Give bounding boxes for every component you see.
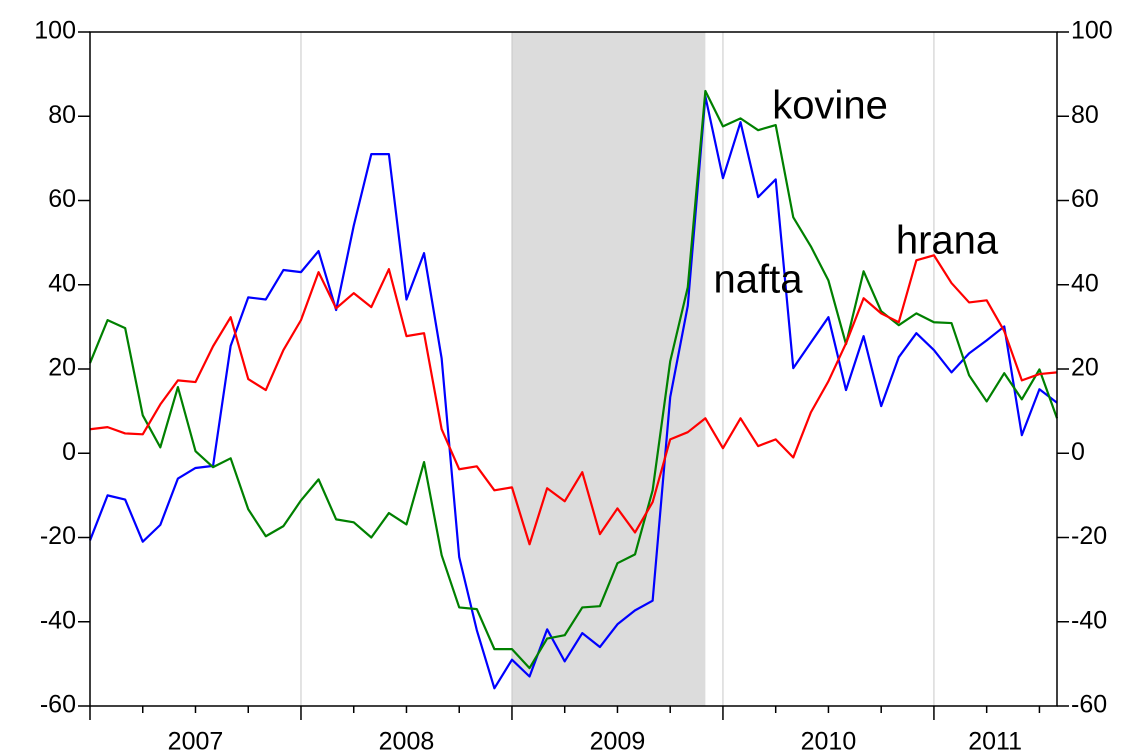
y2-tick-label: -60 xyxy=(1071,691,1107,719)
y-tick-label: -60 xyxy=(40,691,76,719)
line-series xyxy=(88,95,1058,690)
y-tick-label: 20 xyxy=(48,354,76,382)
y-tick-label: 100 xyxy=(34,17,76,45)
y2-tick-label: 60 xyxy=(1071,185,1099,213)
plot-frame xyxy=(89,31,1058,707)
y-tick-label: 60 xyxy=(48,185,76,213)
y-tick-label: 40 xyxy=(48,269,76,297)
line-series xyxy=(88,89,1059,670)
x-tick-label: 2010 xyxy=(801,728,857,755)
shade xyxy=(511,32,706,706)
y-tick-label: -40 xyxy=(40,606,76,634)
y2-tick-label: 100 xyxy=(1071,17,1113,45)
y2-tick-label: 40 xyxy=(1071,269,1099,297)
series-label: kovine xyxy=(772,84,888,128)
y-tick-label: 80 xyxy=(48,101,76,129)
y2-tick-label: -20 xyxy=(1071,522,1107,550)
x-tick-label: 2009 xyxy=(590,728,646,755)
y2-tick-label: 80 xyxy=(1071,101,1099,129)
y2-tick-label: 0 xyxy=(1071,438,1085,466)
line-series xyxy=(89,254,1058,546)
y2-tick-label: 20 xyxy=(1071,354,1099,382)
y-tick-label: 0 xyxy=(62,438,76,466)
y-tick-label: -20 xyxy=(40,522,76,550)
y2-tick-label: -40 xyxy=(1071,606,1107,634)
x-tick-label: 2007 xyxy=(168,728,224,755)
series-label: nafta xyxy=(714,258,804,302)
x-tick-label: 2011 xyxy=(968,728,1022,755)
x-tick-label: 2008 xyxy=(379,728,435,755)
series-label: hrana xyxy=(896,219,999,263)
